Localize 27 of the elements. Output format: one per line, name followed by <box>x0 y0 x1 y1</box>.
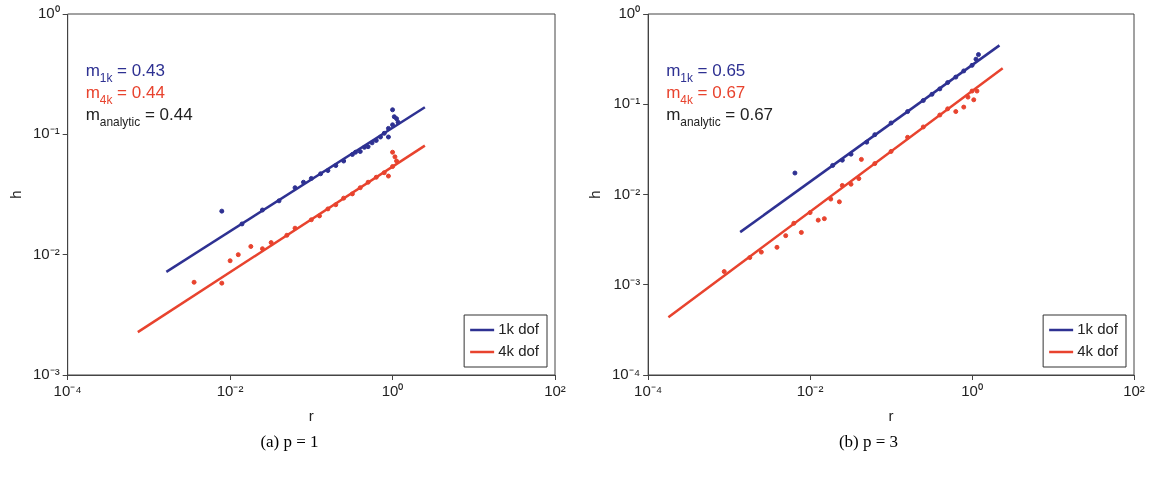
y-tick-label: 10⁻¹ <box>32 124 60 142</box>
x-tick-label: 10⁰ <box>381 382 404 400</box>
x-tick-label: 10⁻⁴ <box>634 382 663 400</box>
y-tick-label: 10⁻⁴ <box>611 365 641 383</box>
y-tick-label: 10⁻³ <box>32 365 60 383</box>
x-tick-label: 10⁻² <box>796 382 824 400</box>
x-tick-label: 10⁻² <box>216 382 244 400</box>
legend-label: 4k dof <box>498 342 540 360</box>
y-axis-title: h <box>586 190 604 199</box>
x-tick-label: 10⁰ <box>961 382 983 400</box>
y-tick-label: 10⁻³ <box>613 274 641 292</box>
text: (b) p = 3 <box>837 432 900 452</box>
x-tick-label: 10² <box>544 382 566 400</box>
y-tick-label: 10⁰ <box>618 4 641 22</box>
x-tick-label: 10² <box>1123 382 1145 400</box>
x-axis-title: r <box>308 407 314 425</box>
text: (a) p = 1 <box>259 432 320 452</box>
y-tick-label: 10⁻¹ <box>613 94 641 112</box>
x-axis-title: r <box>888 407 894 425</box>
legend-label: 4k dof <box>1077 342 1119 360</box>
x-tick-label: 10⁻⁴ <box>53 382 82 400</box>
y-tick-label: 10⁻² <box>613 184 641 202</box>
legend-label: 1k dof <box>1077 320 1119 338</box>
y-axis-title: h <box>7 190 25 199</box>
y-tick-label: 10⁻² <box>32 244 60 262</box>
legend-label: 1k dof <box>498 320 540 338</box>
y-tick-label: 10⁰ <box>37 4 60 22</box>
